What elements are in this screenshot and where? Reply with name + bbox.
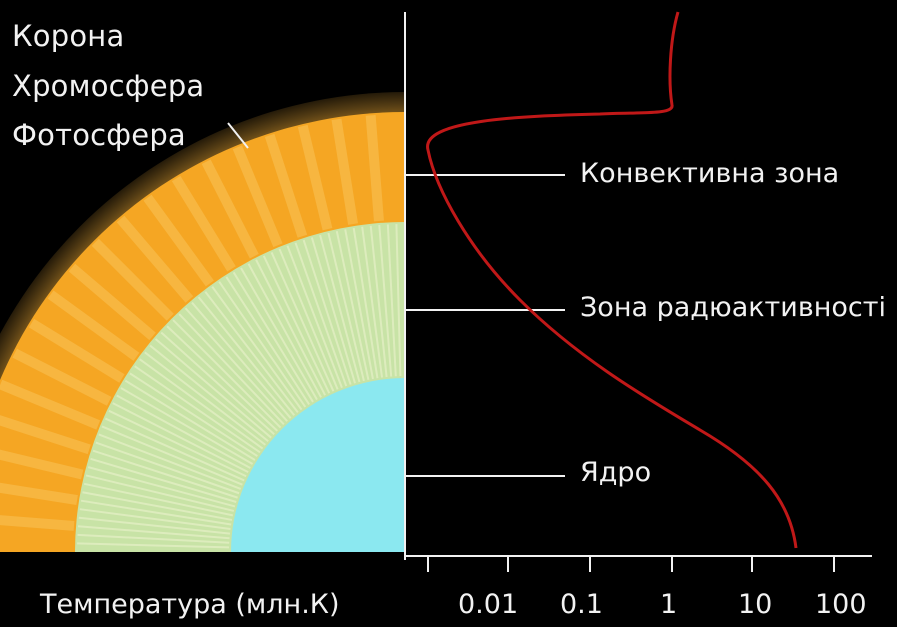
- radiative-ray: [386, 224, 397, 377]
- convective-cell: [28, 318, 125, 383]
- radiative-ray: [191, 301, 292, 419]
- radiative-ray: [78, 516, 231, 535]
- convective-cell: [116, 215, 194, 303]
- radiative-ray: [108, 409, 247, 478]
- convective-cell: [12, 348, 112, 406]
- radiative-ray: [82, 491, 233, 521]
- convective-cell: [68, 263, 156, 341]
- radiative-ray: [101, 425, 243, 486]
- radiative-ray: [116, 394, 251, 469]
- convective-cell: [0, 379, 101, 430]
- convective-cell: [0, 449, 84, 480]
- convective-cell: [297, 124, 333, 231]
- convective-cell: [331, 118, 359, 225]
- radiative-ray: [232, 271, 314, 403]
- radiative-ray: [361, 226, 384, 378]
- radiative-ray: [144, 351, 266, 446]
- axis-title: Температура (млн.К): [40, 589, 340, 620]
- convective-cell: [47, 290, 140, 361]
- axis-ticks: [427, 556, 835, 572]
- radiative-ray: [294, 242, 348, 387]
- photosphere-pointer: [227, 122, 249, 149]
- radiative-ray: [129, 372, 258, 457]
- radiative-ray: [139, 358, 264, 450]
- convective-cell: [264, 133, 308, 238]
- radiative-rays: [77, 224, 402, 549]
- tick-label-0.01: 0.01: [458, 589, 519, 620]
- radiative-ray: [352, 227, 379, 379]
- radiative-ray: [344, 229, 374, 380]
- radiative-ray: [395, 224, 402, 377]
- radiative-ray: [262, 255, 331, 394]
- radiative-ray: [79, 508, 231, 531]
- corona-label: Корона: [12, 19, 125, 53]
- radiative-ray: [378, 224, 393, 377]
- radiative-ray: [286, 245, 343, 389]
- radiative-ray: [278, 248, 339, 390]
- convective-cell: [0, 415, 91, 455]
- radiative-ray: [80, 499, 232, 526]
- convective-cell: [91, 238, 174, 321]
- radiative-ray: [204, 291, 299, 413]
- radiative-ray: [211, 286, 303, 411]
- radiative-ray: [197, 296, 296, 416]
- chromosphere-label: Хромосфера: [12, 69, 205, 103]
- tick-label-10: 10: [738, 589, 773, 620]
- radiative-ray: [87, 466, 236, 508]
- temperature-curve: [426, 11, 798, 549]
- radiative-ray: [112, 402, 249, 473]
- radiative-ray: [149, 344, 269, 443]
- radiative-ray: [310, 237, 356, 384]
- convective-cell: [365, 114, 384, 222]
- radiative-ray: [104, 417, 245, 482]
- radiative-ray: [302, 239, 352, 385]
- convective-cell: [171, 175, 236, 272]
- convective-cell: [0, 482, 78, 506]
- radiative-zone-label: Зона радюактивності: [580, 294, 886, 321]
- radiative-ray: [134, 365, 261, 454]
- convective-cell: [201, 159, 259, 259]
- radiative-ray: [218, 281, 307, 408]
- radiative-ray: [85, 474, 235, 512]
- radiative-ray: [319, 234, 361, 383]
- radiative-ray: [98, 433, 242, 490]
- convective-zone-label: Конвективна зона: [580, 158, 840, 189]
- radiative-ray: [240, 267, 318, 401]
- radiative-ray: [95, 441, 240, 495]
- radiative-ray: [255, 259, 326, 396]
- radiative-ray: [154, 338, 272, 439]
- radiative-ray: [270, 251, 335, 392]
- radiative-ray: [172, 319, 282, 429]
- photosphere-label: Фотосфера: [12, 118, 186, 152]
- radiative-ray: [369, 225, 388, 378]
- tick-label-1: 1: [660, 589, 678, 620]
- convective-cells: [0, 114, 384, 531]
- radiative-ray: [77, 542, 230, 549]
- core-region: [231, 378, 405, 552]
- tick-label-0.1: 0.1: [560, 589, 603, 620]
- tick-label-100: 100: [815, 589, 867, 620]
- radiative-ray: [92, 449, 238, 499]
- radiative-ray: [178, 313, 285, 426]
- convective-cell: [143, 194, 214, 287]
- radiative-ray: [166, 325, 279, 432]
- radiative-ray: [124, 379, 256, 461]
- radiative-ray: [77, 525, 230, 540]
- radiative-ray: [90, 457, 237, 503]
- radiative-ray: [120, 387, 254, 465]
- convective-cell: [0, 515, 75, 531]
- radiative-ray: [225, 276, 310, 405]
- radiative-ray: [247, 263, 322, 398]
- convective-cell: [232, 145, 283, 248]
- radiative-ray: [83, 482, 234, 517]
- radiative-ray: [335, 230, 370, 381]
- radiative-ray: [184, 307, 288, 422]
- radiative-ray: [77, 533, 230, 544]
- radiative-ray: [160, 331, 275, 435]
- radiative-ray: [327, 232, 365, 382]
- core-label: Ядро: [580, 457, 652, 488]
